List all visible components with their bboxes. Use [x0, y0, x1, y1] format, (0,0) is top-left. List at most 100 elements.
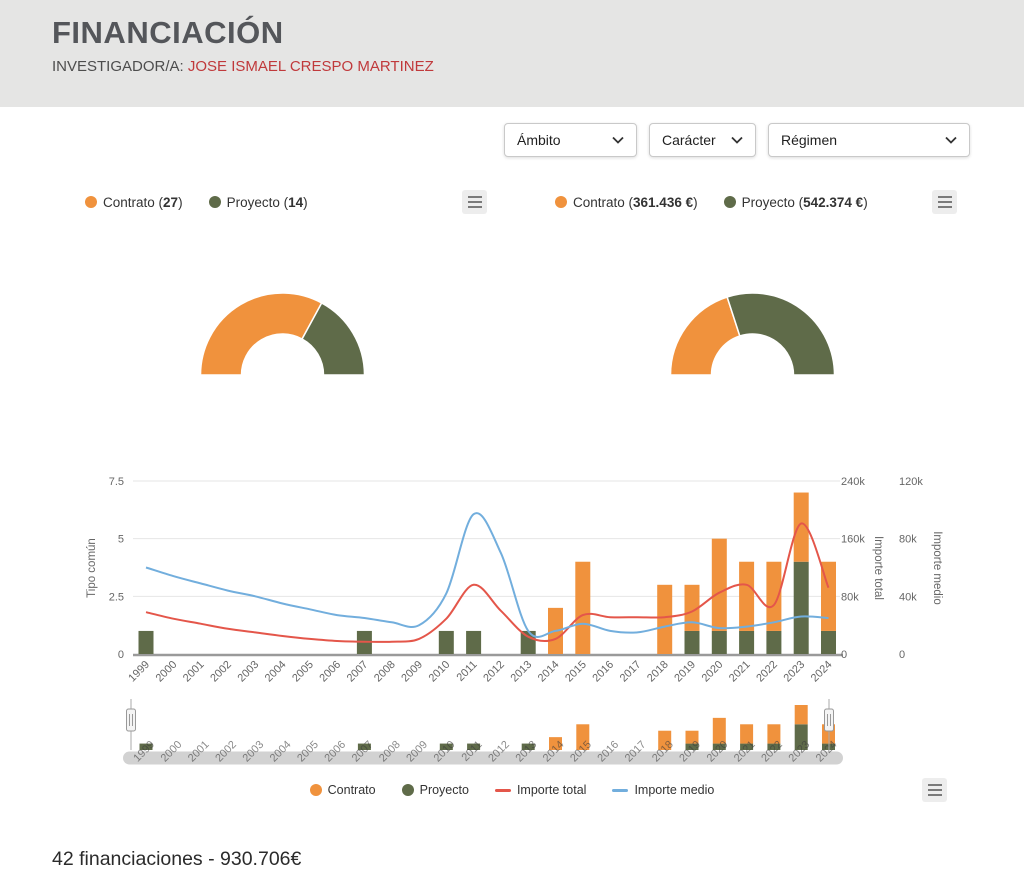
legend-item-proyecto[interactable]: Proyecto	[401, 783, 469, 797]
nav-bar-contrato	[576, 724, 590, 750]
nav-bar-contrato	[794, 705, 808, 725]
nav-bar-proyecto	[357, 743, 371, 750]
bar-contrato-2018[interactable]	[657, 584, 673, 654]
bar-contrato-2015[interactable]	[575, 561, 591, 654]
legend-dot	[309, 784, 322, 796]
bar-contrato-2019[interactable]	[684, 584, 700, 631]
ambito-select[interactable]: Ámbito	[504, 123, 637, 157]
count-donut-chart	[199, 292, 366, 376]
filter-bar: Ámbito Carácter Régimen	[0, 123, 970, 157]
chart-menu-button[interactable]	[462, 190, 487, 214]
chevron-down-icon	[612, 136, 624, 144]
nav-bar-contrato	[685, 730, 699, 744]
bar-contrato-2020[interactable]	[711, 538, 727, 631]
regimen-select[interactable]: Régimen	[768, 123, 970, 157]
importe-total-axis-title: Importe total	[872, 536, 884, 600]
chart-menu-button[interactable]	[932, 190, 957, 214]
legend-item-contrato[interactable]: Contrato (361.436 €)	[555, 195, 698, 210]
navigator-right-handle[interactable]	[824, 708, 834, 732]
donut-slice-contrato[interactable]	[199, 292, 323, 376]
nav-bar-proyecto	[439, 743, 453, 750]
bar-proyecto-2011[interactable]	[466, 630, 482, 654]
ambito-select-label: Ámbito	[517, 132, 561, 148]
nav-bar-proyecto	[767, 743, 781, 750]
svg-text:2005: 2005	[290, 659, 316, 685]
svg-text:0: 0	[899, 649, 905, 661]
researcher-name: JOSE ISMAEL CRESPO MARTINEZ	[187, 58, 434, 75]
donut-charts-row: Contrato (27) Proyecto (14) Contrato (361…	[75, 190, 960, 394]
legend-label: Contrato (27)	[103, 194, 183, 210]
navigator: 1999 2000 2001 2002 2003 2004 2005 2006 2007 2008…	[123, 699, 843, 765]
nav-bar-proyecto	[521, 743, 535, 750]
legend-item-proyecto[interactable]: Proyecto (14)	[208, 194, 308, 210]
legend-dot	[401, 784, 414, 796]
bar-proyecto-2013[interactable]	[520, 630, 536, 654]
chevron-down-icon	[731, 136, 743, 144]
svg-text:2024: 2024	[809, 659, 835, 685]
svg-text:80k: 80k	[841, 591, 859, 603]
bar-proyecto-2024[interactable]	[821, 630, 836, 654]
svg-text:160k: 160k	[841, 534, 865, 546]
donut-slice-proyecto[interactable]	[726, 292, 836, 376]
svg-text:240k: 240k	[841, 476, 865, 488]
year-combo-chart: 0 2.5 5 7.5 0 80k 160k 240k 0 40k 80k 120k Tipo comú…	[86, 476, 943, 765]
year-chart-legend-row: Contrato Proyecto Importe total Importe med…	[0, 776, 1024, 804]
svg-text:2018: 2018	[645, 659, 671, 685]
bar-proyecto-2010[interactable]	[438, 630, 454, 654]
caracter-select[interactable]: Carácter	[649, 123, 756, 157]
legend-line	[612, 788, 629, 792]
importe-total-line	[145, 522, 830, 643]
svg-text:2002: 2002	[208, 659, 234, 685]
nav-bar-proyecto	[685, 743, 699, 750]
importe-total-axis-ticks: 0 80k 160k 240k	[841, 476, 865, 661]
legend-item-contrato[interactable]: Contrato (27)	[85, 195, 183, 210]
chart-menu-button[interactable]	[922, 778, 947, 802]
gridlines	[133, 480, 840, 597]
svg-text:7.5: 7.5	[109, 476, 124, 488]
legend-item-importe-medio[interactable]: Importe medio	[612, 783, 714, 797]
svg-text:2010: 2010	[427, 659, 453, 685]
navigator-scrollbar[interactable]	[123, 751, 843, 765]
svg-text:2012: 2012	[481, 659, 507, 685]
svg-text:5: 5	[118, 534, 124, 546]
svg-text:2017: 2017	[618, 659, 644, 685]
page-title: FINANCIACIÓN	[52, 15, 284, 50]
svg-text:2015: 2015	[563, 659, 589, 685]
svg-text:40k: 40k	[899, 591, 917, 603]
donut-slice-contrato[interactable]	[669, 296, 741, 376]
nav-bar-proyecto	[139, 743, 153, 750]
svg-text:2004: 2004	[263, 659, 289, 685]
navigator-left-handle[interactable]	[126, 708, 136, 732]
svg-text:2021: 2021	[727, 659, 753, 685]
chevron-down-icon	[945, 136, 957, 144]
legend-label: Contrato	[327, 783, 376, 797]
svg-text:2006: 2006	[317, 659, 343, 685]
bar-contrato-2023[interactable]	[793, 492, 809, 562]
legend-item-importe-total[interactable]: Importe total	[494, 783, 586, 797]
left-axis-ticks: 0 2.5 5 7.5	[109, 476, 124, 661]
bar-proyecto-1999[interactable]	[138, 630, 154, 654]
svg-text:1999: 1999	[126, 659, 152, 685]
nav-bar-contrato	[740, 724, 754, 744]
bar-proyecto-2023[interactable]	[793, 561, 809, 654]
legend-item-contrato[interactable]: Contrato	[309, 783, 376, 797]
bar-proyecto-2022[interactable]	[766, 630, 782, 654]
bar-proyecto-2019[interactable]	[684, 630, 700, 654]
x-axis-labels: 1999 2000 2001 2002 2003 2004 2005 2006 2007 2008…	[126, 659, 834, 685]
nav-bar-contrato	[549, 737, 562, 750]
nav-bar-proyecto	[712, 743, 726, 750]
bar-proyecto-2021[interactable]	[739, 630, 755, 654]
legend-item-proyecto[interactable]: Proyecto (542.374 €)	[723, 195, 868, 210]
bar-contrato-2021[interactable]	[739, 561, 755, 631]
year-chart-section: 0 2.5 5 7.5 0 80k 160k 240k 0 40k 80k 120k Tipo comú…	[0, 448, 1024, 804]
svg-text:2013: 2013	[509, 659, 535, 685]
svg-text:2007: 2007	[345, 659, 371, 685]
bar-contrato-2022[interactable]	[766, 561, 782, 631]
importe-donut-legend: Contrato (361.436 €) Proyecto (542.374 €)	[545, 190, 960, 214]
donut-slice-proyecto[interactable]	[301, 301, 366, 376]
svg-text:2009: 2009	[399, 659, 425, 685]
bar-proyecto-2020[interactable]	[711, 630, 727, 654]
legend-label: Proyecto (14)	[226, 194, 308, 210]
svg-text:2003: 2003	[236, 659, 262, 685]
year-chart-legend: Contrato Proyecto Importe total Importe med…	[0, 776, 1024, 804]
